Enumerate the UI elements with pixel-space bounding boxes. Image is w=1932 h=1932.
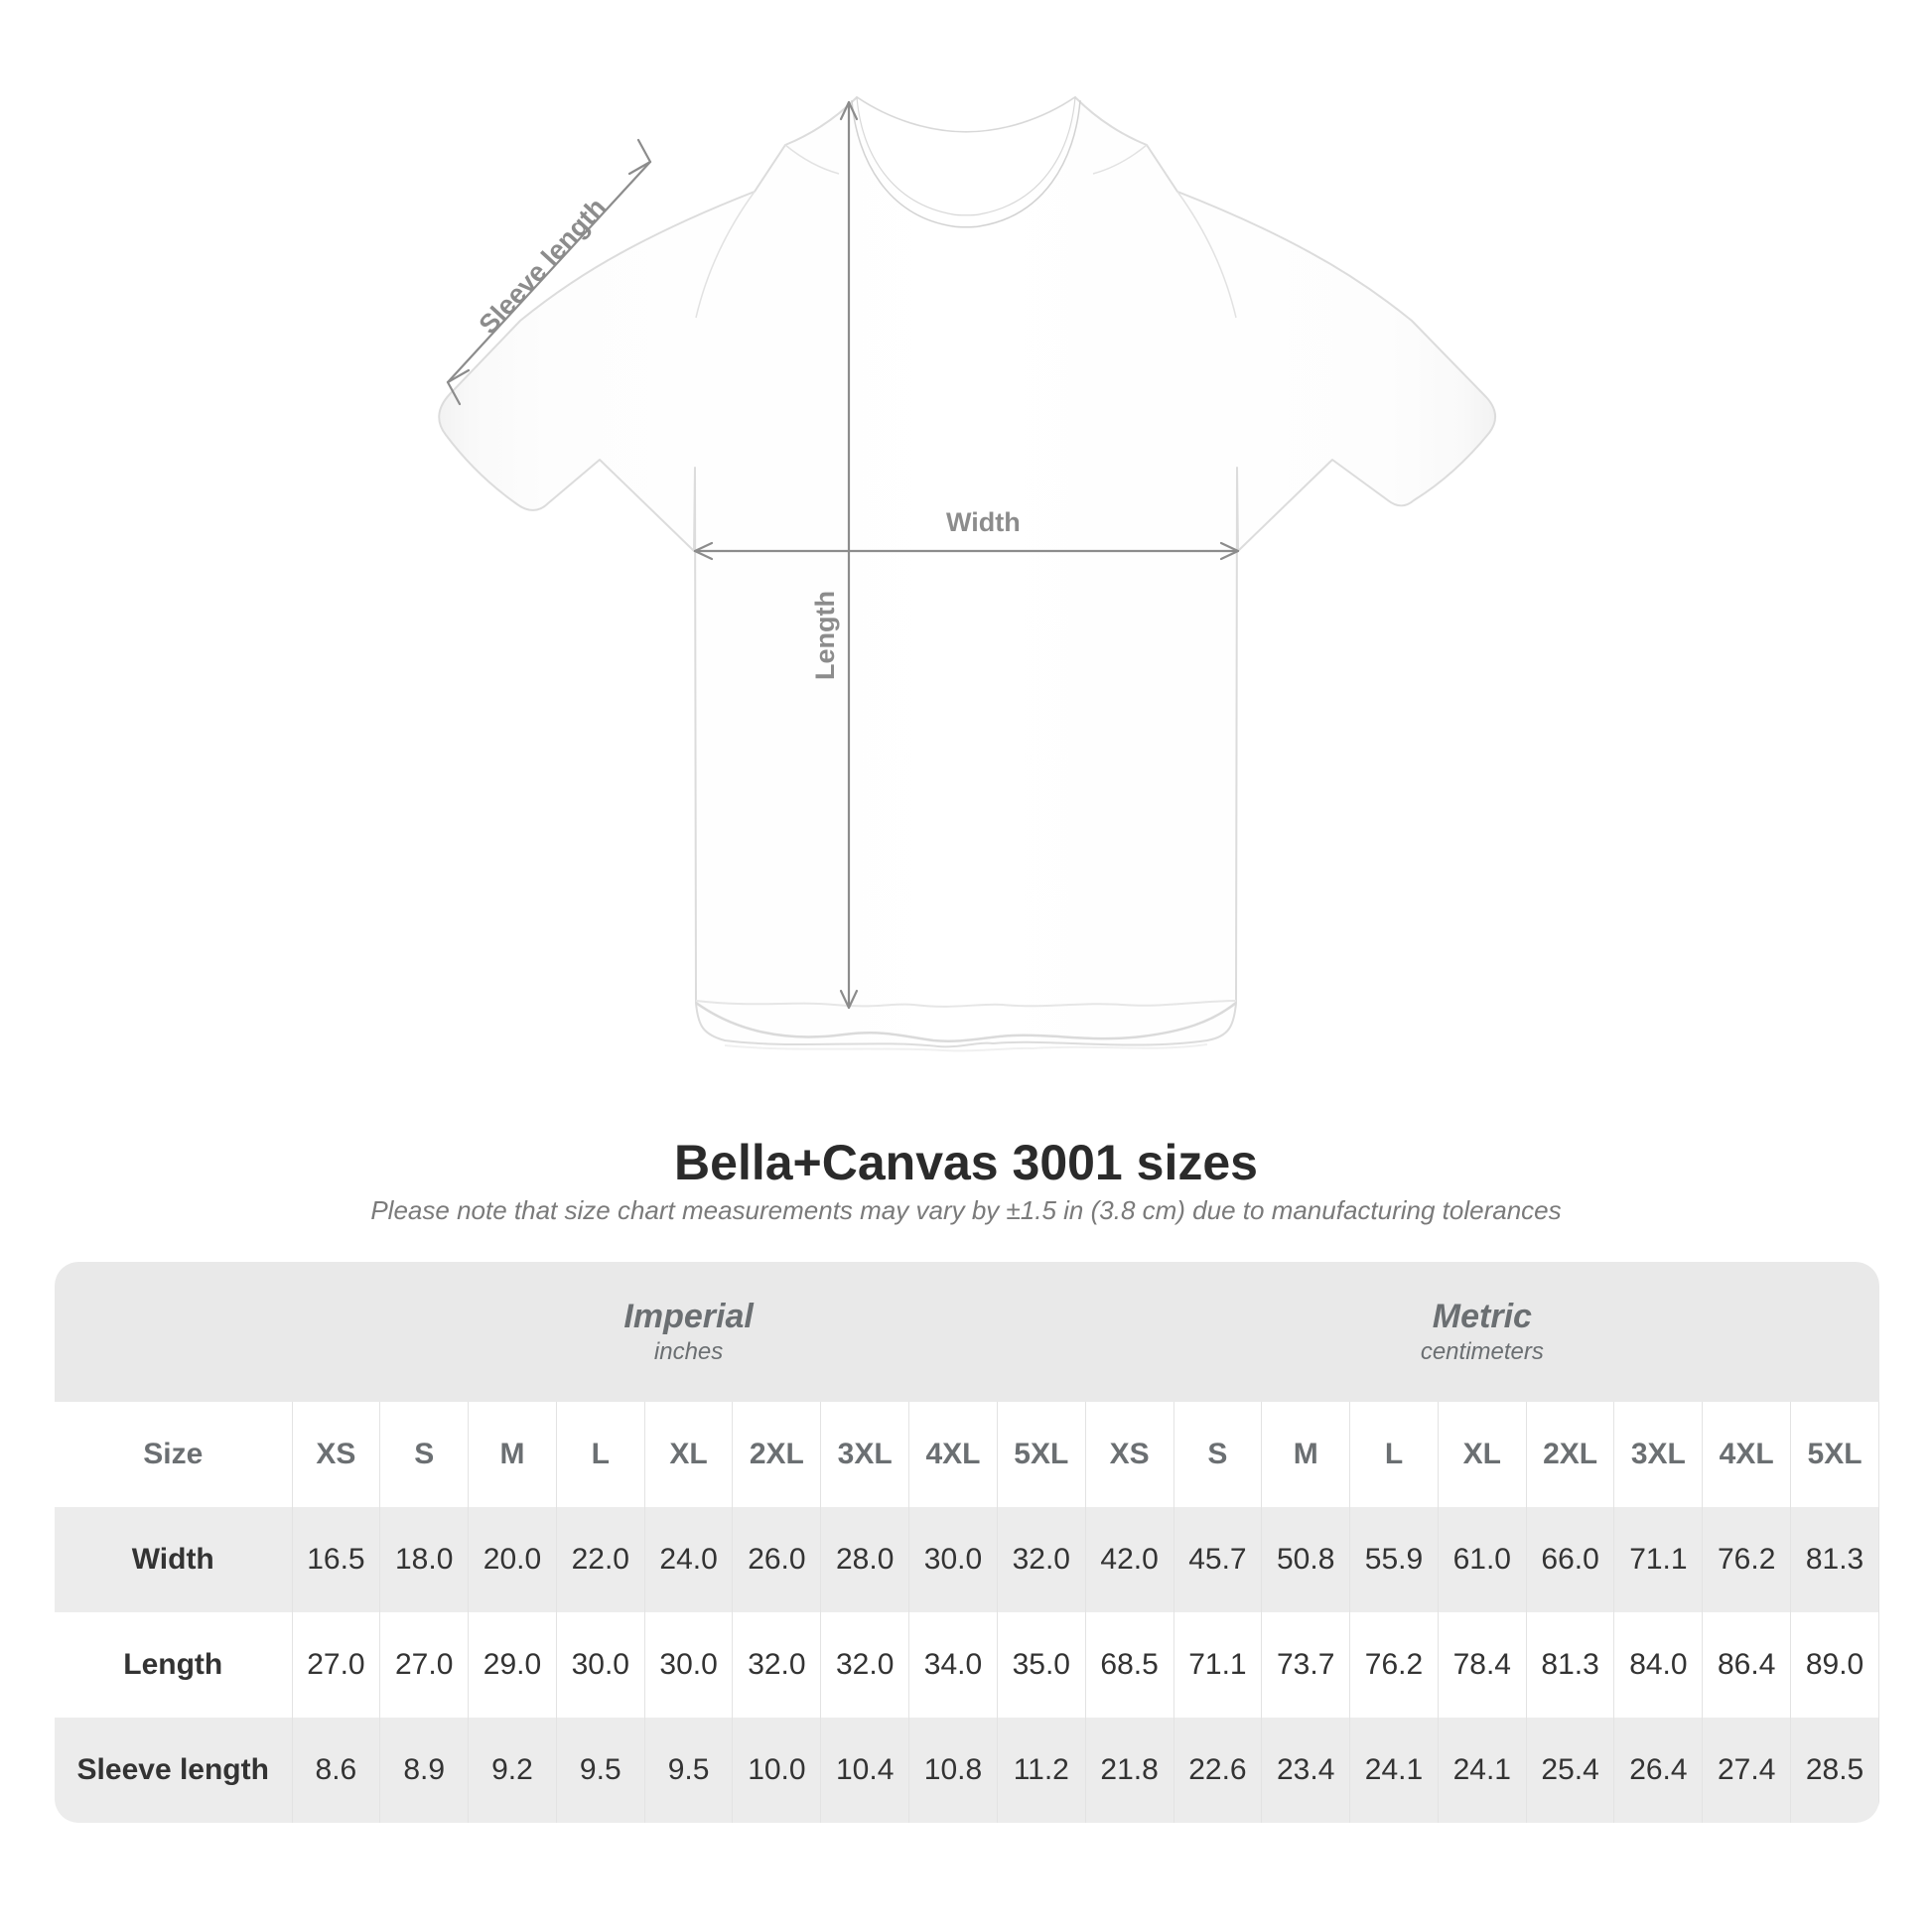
svg-text:Width: Width xyxy=(946,507,1021,537)
svg-text:Length: Length xyxy=(810,591,840,680)
